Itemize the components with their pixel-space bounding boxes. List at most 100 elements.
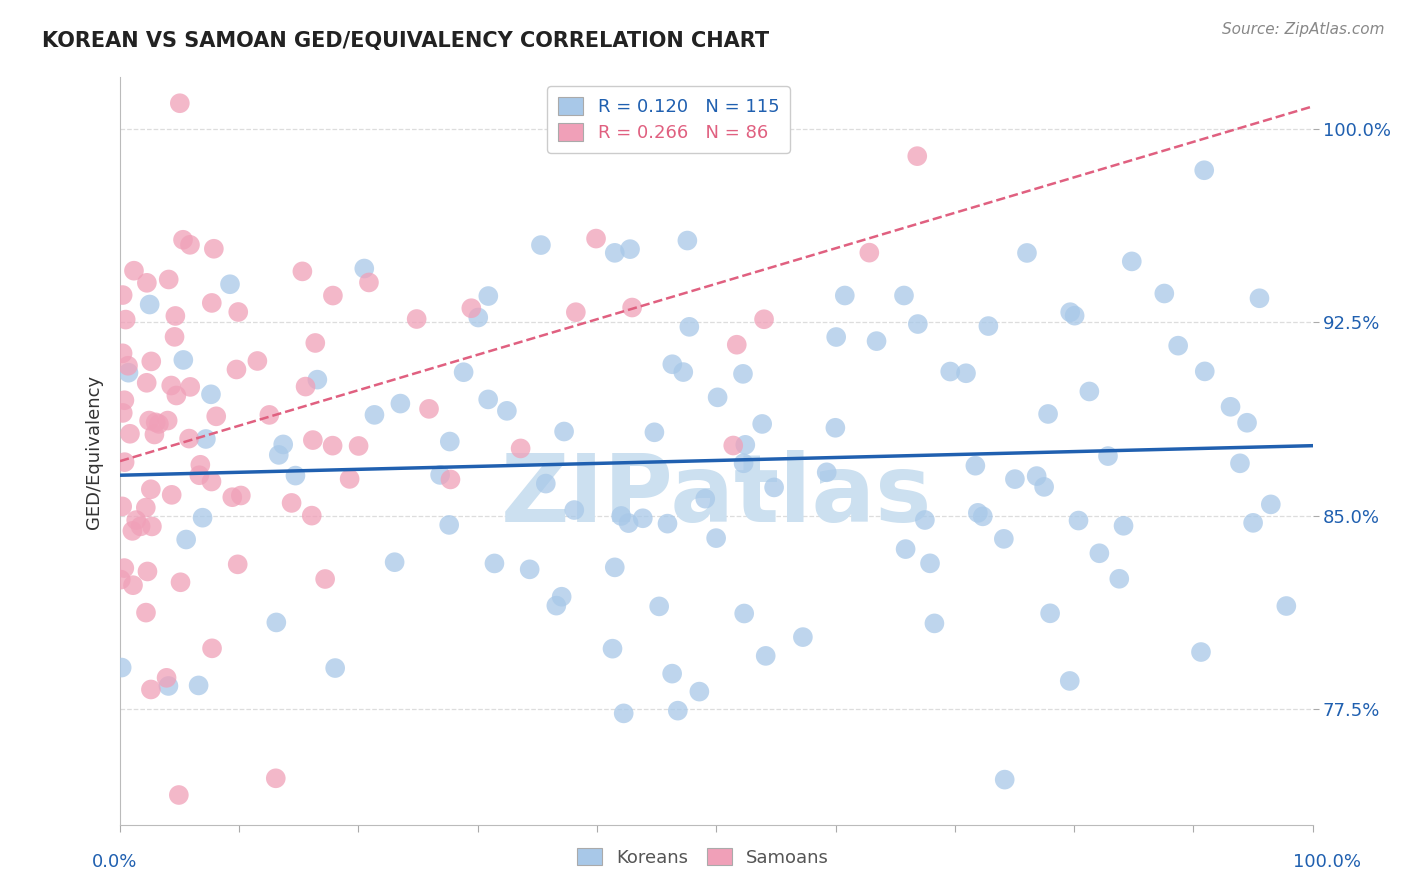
Point (439, 434, 461, 449)
Point (172, 353, 194, 368)
Point (160, 378, 183, 392)
Point (259, 408, 281, 422)
Point (731, 367, 754, 381)
Point (145, 415, 167, 429)
Point (613, 706, 636, 721)
Point (200, 475, 222, 489)
Point (177, 432, 200, 446)
Point (858, 245, 880, 260)
Text: 0.0%: 0.0% (91, 853, 136, 871)
Point (585, 231, 607, 245)
Point (384, 555, 406, 569)
Point (688, 684, 710, 698)
Point (631, 511, 654, 525)
Point (221, 490, 243, 504)
Point (148, 417, 170, 431)
Point (734, 438, 756, 452)
Point (1112, 518, 1135, 533)
Point (1153, 286, 1175, 301)
Point (264, 772, 287, 786)
Point (114, 455, 136, 469)
Point (172, 233, 194, 247)
Point (723, 438, 745, 452)
Point (1167, 339, 1189, 353)
Point (353, 261, 375, 276)
Point (302, 433, 325, 447)
Point (188, 458, 211, 472)
Point (666, 704, 689, 718)
Point (907, 317, 929, 331)
Point (135, 500, 157, 515)
Point (200, 387, 222, 401)
Point (695, 491, 717, 506)
Legend: R = 0.120   N = 115, R = 0.266   N = 86: R = 0.120 N = 115, R = 0.266 N = 86 (547, 87, 790, 153)
Point (1121, 254, 1143, 268)
Point (939, 365, 962, 379)
Point (1194, 364, 1216, 378)
Point (179, 380, 201, 394)
Point (307, 373, 329, 387)
Point (1063, 309, 1085, 323)
Point (229, 488, 252, 502)
Point (226, 305, 249, 319)
Point (226, 558, 249, 572)
Point (509, 442, 531, 456)
Point (643, 425, 665, 440)
Point (1192, 163, 1215, 178)
Point (139, 483, 162, 497)
Point (405, 312, 427, 326)
Point (1059, 305, 1081, 319)
Point (138, 413, 160, 427)
Point (865, 334, 887, 348)
Point (291, 264, 314, 278)
Point (111, 500, 134, 514)
Point (678, 319, 700, 334)
Point (143, 427, 166, 442)
Point (650, 96, 672, 111)
Point (1189, 645, 1212, 659)
Point (246, 354, 269, 368)
Point (972, 509, 994, 524)
Point (704, 531, 727, 545)
Point (191, 510, 214, 524)
Point (546, 599, 568, 613)
Point (225, 362, 247, 376)
Point (135, 276, 157, 290)
Point (1219, 400, 1241, 414)
Point (603, 560, 626, 574)
Point (202, 242, 225, 256)
Point (993, 532, 1015, 546)
Point (294, 379, 316, 393)
Point (156, 414, 179, 428)
Point (477, 392, 499, 407)
Point (752, 312, 775, 326)
Point (965, 458, 987, 473)
Point (266, 615, 288, 630)
Point (534, 476, 557, 491)
Point (284, 468, 307, 483)
Point (437, 517, 460, 532)
Point (201, 641, 224, 656)
Point (1025, 469, 1047, 483)
Point (1097, 449, 1119, 463)
Point (179, 237, 201, 252)
Text: 100.0%: 100.0% (1294, 853, 1361, 871)
Point (619, 242, 641, 256)
Point (304, 335, 326, 350)
Point (905, 149, 928, 163)
Point (815, 465, 838, 479)
Point (167, 788, 190, 802)
Point (219, 277, 242, 292)
Point (141, 519, 163, 533)
Point (111, 346, 134, 360)
Point (122, 578, 145, 592)
Point (676, 234, 699, 248)
Point (439, 472, 461, 486)
Point (977, 319, 1000, 334)
Point (1036, 407, 1059, 421)
Point (111, 660, 134, 674)
Point (824, 421, 846, 435)
Point (477, 289, 499, 303)
Point (111, 288, 134, 302)
Point (141, 354, 163, 368)
